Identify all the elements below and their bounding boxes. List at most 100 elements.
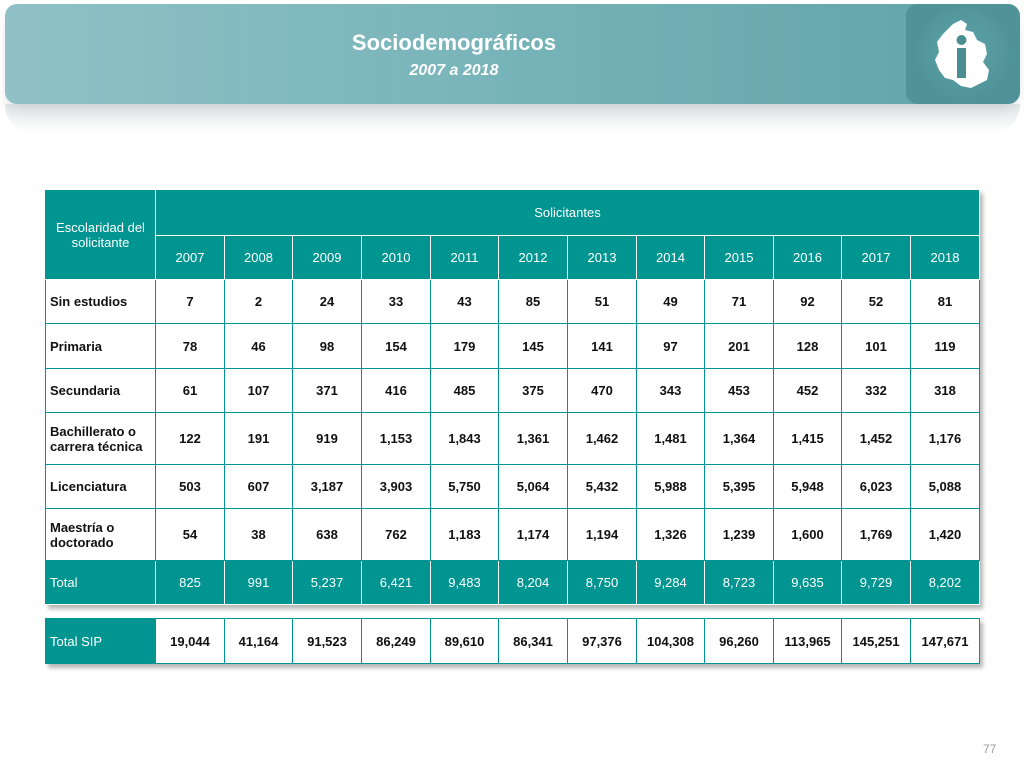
sip-cell: 145,251 <box>841 618 911 664</box>
total-row: Total 825 991 5,237 6,421 9,483 8,204 8,750 9,28… <box>45 560 980 605</box>
year-header: 2011 <box>430 235 499 280</box>
sip-cell: 41,164 <box>224 618 293 664</box>
table-cell: 201 <box>704 323 774 369</box>
total-cell: 9,729 <box>841 560 911 605</box>
table-cell: 503 <box>155 464 225 509</box>
table-cell: 1,843 <box>430 412 499 465</box>
row-label: Bachillerato o carrera técnica <box>45 412 156 465</box>
table-cell: 81 <box>910 279 980 324</box>
table-cell: 5,432 <box>567 464 637 509</box>
sip-label: Total SIP <box>45 618 156 664</box>
table-cell: 98 <box>292 323 362 369</box>
sip-cell: 96,260 <box>704 618 774 664</box>
total-label: Total <box>45 560 156 605</box>
table-cell: 343 <box>636 368 705 413</box>
year-header: 2015 <box>704 235 774 280</box>
sip-cell: 86,249 <box>361 618 431 664</box>
table-cell: 1,153 <box>361 412 431 465</box>
sip-cell: 89,610 <box>430 618 499 664</box>
table-cell: 1,361 <box>498 412 568 465</box>
total-cell: 5,237 <box>292 560 362 605</box>
table-cell: 92 <box>773 279 842 324</box>
table-cell: 1,183 <box>430 508 499 561</box>
page-number: 77 <box>983 742 997 756</box>
table-cell: 43 <box>430 279 499 324</box>
education-table: Escolaridad del solicitante Solicitantes… <box>45 189 980 605</box>
row-label: Sin estudios <box>45 279 156 324</box>
table-cell: 3,903 <box>361 464 431 509</box>
sip-cell: 104,308 <box>636 618 705 664</box>
year-header: 2007 <box>155 235 225 280</box>
table-cell: 51 <box>567 279 637 324</box>
table-cell: 7 <box>155 279 225 324</box>
table-cell: 375 <box>498 368 568 413</box>
table-cell: 24 <box>292 279 362 324</box>
year-header: 2009 <box>292 235 362 280</box>
table-cell: 78 <box>155 323 225 369</box>
sip-cell: 91,523 <box>292 618 362 664</box>
total-cell: 8,723 <box>704 560 774 605</box>
table-cell: 6,023 <box>841 464 911 509</box>
table-cell: 85 <box>498 279 568 324</box>
total-cell: 991 <box>224 560 293 605</box>
sip-table: Total SIP 19,044 41,164 91,523 86,249 89,610… <box>45 618 980 664</box>
table-cell: 453 <box>704 368 774 413</box>
table-cell: 1,174 <box>498 508 568 561</box>
table-cell: 1,481 <box>636 412 705 465</box>
logo-circle <box>917 8 1009 100</box>
table-cell: 191 <box>224 412 293 465</box>
table-cell: 101 <box>841 323 911 369</box>
table-cell: 61 <box>155 368 225 413</box>
sip-cell: 147,671 <box>910 618 980 664</box>
row-label: Licenciatura <box>45 464 156 509</box>
banner-shadow <box>5 104 1020 134</box>
total-cell: 8,202 <box>910 560 980 605</box>
table-cell: 1,600 <box>773 508 842 561</box>
total-cell: 8,204 <box>498 560 568 605</box>
total-cell: 825 <box>155 560 225 605</box>
header-banner <box>5 4 1020 104</box>
table-cell: 54 <box>155 508 225 561</box>
year-header: 2012 <box>498 235 568 280</box>
table-cell: 107 <box>224 368 293 413</box>
total-cell: 6,421 <box>361 560 431 605</box>
table-row: Maestría o doctorado 54 38 638 762 1,183 1,174… <box>45 508 980 561</box>
table-cell: 141 <box>567 323 637 369</box>
row-label: Primaria <box>45 323 156 369</box>
table-cell: 122 <box>155 412 225 465</box>
table-cell: 638 <box>292 508 362 561</box>
page-title: Sociodemográficos <box>351 30 557 55</box>
table-cell: 1,194 <box>567 508 637 561</box>
table-cell: 33 <box>361 279 431 324</box>
table-cell: 919 <box>292 412 362 465</box>
total-cell: 9,284 <box>636 560 705 605</box>
table-cell: 5,988 <box>636 464 705 509</box>
table-cell: 485 <box>430 368 499 413</box>
sip-cell: 97,376 <box>567 618 637 664</box>
year-header: 2017 <box>841 235 911 280</box>
table-cell: 1,364 <box>704 412 774 465</box>
table-row: Sin estudios 7 2 24 33 43 85 51 49 71 92 52 81 <box>45 279 980 324</box>
table-row: Primaria 78 46 98 154 179 145 141 97 201 128 101 119 <box>45 323 980 369</box>
table-cell: 5,750 <box>430 464 499 509</box>
table-cell: 49 <box>636 279 705 324</box>
table-cell: 5,948 <box>773 464 842 509</box>
row-header-label: Escolaridad del solicitante <box>45 189 156 280</box>
table-cell: 154 <box>361 323 431 369</box>
table-cell: 1,176 <box>910 412 980 465</box>
year-header: 2010 <box>361 235 431 280</box>
table-cell: 3,187 <box>292 464 362 509</box>
table-cell: 38 <box>224 508 293 561</box>
sip-row: Total SIP 19,044 41,164 91,523 86,249 89,610… <box>45 618 980 664</box>
total-cell: 9,635 <box>773 560 842 605</box>
table-row: Secundaria 61 107 371 416 485 375 470 343 453 452 3… <box>45 368 980 413</box>
table-cell: 416 <box>361 368 431 413</box>
table-cell: 762 <box>361 508 431 561</box>
table-row: Bachillerato o carrera técnica 122 191 919 1… <box>45 412 980 465</box>
table-cell: 5,395 <box>704 464 774 509</box>
table-cell: 5,064 <box>498 464 568 509</box>
page-subtitle: 2007 a 2018 <box>409 62 499 79</box>
table-cell: 607 <box>224 464 293 509</box>
table-cell: 97 <box>636 323 705 369</box>
table-cell: 5,088 <box>910 464 980 509</box>
